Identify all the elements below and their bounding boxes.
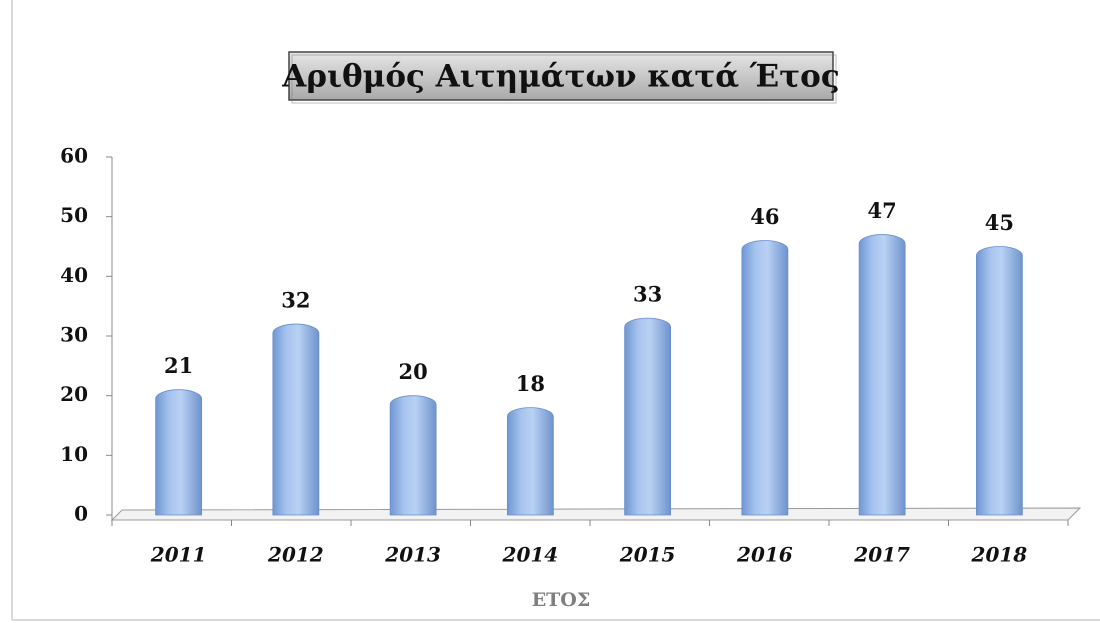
x-tick-label: 2012 bbox=[267, 543, 324, 567]
x-tick-label: 2015 bbox=[619, 543, 676, 567]
value-label: 21 bbox=[164, 353, 193, 378]
x-tick-label: 2018 bbox=[971, 543, 1028, 567]
title-box bbox=[288, 51, 834, 101]
x-tick-label: 2013 bbox=[384, 543, 441, 567]
value-label: 33 bbox=[633, 282, 662, 307]
bar bbox=[389, 395, 437, 516]
y-tick-label: 30 bbox=[60, 323, 88, 347]
x-tick-label: 2017 bbox=[853, 543, 910, 567]
x-tick-label: 2014 bbox=[502, 543, 559, 567]
bar bbox=[975, 246, 1023, 516]
x-axis-label: ΕΤΟΣ bbox=[532, 589, 591, 611]
chart-title: Αριθμός Αιτημάτων κατά Έτος bbox=[281, 59, 839, 95]
x-tick-label: 2016 bbox=[736, 543, 793, 567]
value-label: 32 bbox=[281, 288, 310, 313]
bar bbox=[506, 407, 554, 516]
y-tick-label: 50 bbox=[60, 203, 88, 227]
y-tick-label: 10 bbox=[60, 442, 88, 466]
floor bbox=[110, 507, 1082, 521]
bar bbox=[272, 323, 320, 516]
bar bbox=[858, 234, 906, 516]
y-tick-label: 20 bbox=[60, 382, 88, 406]
y-tick-label: 40 bbox=[60, 263, 88, 287]
bar bbox=[624, 317, 672, 516]
title-shadow bbox=[291, 54, 837, 104]
y-tick-label: 60 bbox=[60, 144, 88, 168]
value-label: 20 bbox=[399, 359, 428, 384]
bar bbox=[155, 389, 203, 516]
value-label: 46 bbox=[750, 204, 779, 229]
value-label: 47 bbox=[868, 198, 897, 223]
bar bbox=[741, 240, 789, 516]
y-tick-label: 0 bbox=[74, 502, 88, 526]
value-label: 18 bbox=[516, 371, 545, 396]
value-label: 45 bbox=[985, 210, 1014, 235]
x-tick-label: 2011 bbox=[150, 543, 207, 567]
